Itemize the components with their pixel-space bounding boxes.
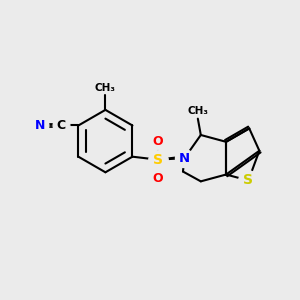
Text: O: O bbox=[152, 172, 163, 184]
Text: S: S bbox=[153, 153, 163, 167]
Text: S: S bbox=[243, 173, 254, 188]
Text: CH₃: CH₃ bbox=[95, 82, 116, 93]
Text: N: N bbox=[34, 119, 45, 132]
Text: C: C bbox=[56, 119, 65, 132]
Text: O: O bbox=[152, 135, 163, 148]
Text: CH₃: CH₃ bbox=[187, 106, 208, 116]
Text: N: N bbox=[179, 152, 190, 165]
